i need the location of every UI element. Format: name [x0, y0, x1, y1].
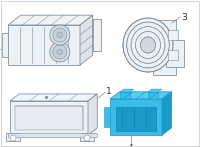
Ellipse shape [123, 18, 173, 72]
Polygon shape [110, 99, 162, 135]
Circle shape [50, 25, 70, 45]
Circle shape [57, 49, 63, 55]
Text: 4: 4 [128, 144, 134, 147]
Polygon shape [8, 25, 80, 65]
Polygon shape [120, 89, 134, 92]
Polygon shape [148, 89, 162, 92]
Polygon shape [116, 107, 156, 131]
Polygon shape [10, 101, 88, 135]
Polygon shape [15, 106, 83, 130]
Circle shape [57, 32, 63, 38]
Circle shape [53, 28, 67, 42]
Text: 1: 1 [106, 87, 112, 96]
Circle shape [84, 135, 90, 141]
Polygon shape [10, 94, 97, 101]
Polygon shape [80, 133, 94, 141]
Polygon shape [104, 107, 110, 127]
Circle shape [10, 135, 16, 141]
Circle shape [53, 45, 67, 59]
Polygon shape [166, 40, 184, 67]
Polygon shape [8, 133, 97, 137]
Polygon shape [162, 92, 172, 135]
Text: 3: 3 [181, 12, 187, 21]
Polygon shape [88, 94, 97, 135]
Polygon shape [80, 15, 93, 65]
Polygon shape [93, 19, 101, 51]
Polygon shape [168, 50, 178, 60]
Polygon shape [110, 92, 172, 99]
Polygon shape [168, 30, 178, 40]
Polygon shape [2, 33, 8, 57]
Ellipse shape [140, 37, 156, 53]
Polygon shape [8, 15, 93, 25]
Polygon shape [120, 92, 130, 99]
Polygon shape [153, 20, 176, 75]
Circle shape [50, 42, 70, 62]
Polygon shape [6, 133, 20, 141]
Polygon shape [148, 92, 158, 99]
